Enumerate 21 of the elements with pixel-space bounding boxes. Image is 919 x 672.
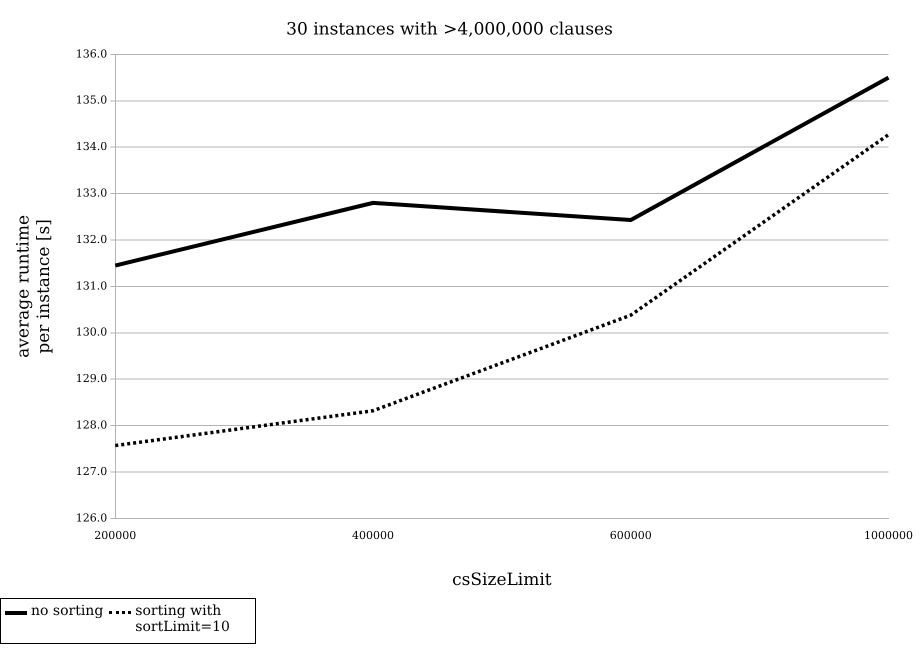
x-tick-label: 600000	[610, 528, 652, 542]
legend-label: sorting with sortLimit=10	[135, 603, 231, 635]
y-tick-label: 136.0	[76, 47, 108, 60]
x-tick-label: 200000	[94, 528, 136, 542]
x-axis-title: csSizeLimit	[452, 570, 552, 590]
line-series	[114, 132, 890, 448]
y-axis-title: average runtime per instance [s]	[14, 214, 54, 358]
y-tick-label: 133.0	[76, 186, 108, 200]
x-tick-label: 400000	[352, 528, 394, 542]
y-tick-label: 130.0	[76, 326, 108, 339]
y-tick-label: 127.0	[76, 464, 108, 478]
y-tick-label: 126.0	[76, 511, 108, 524]
x-tick-label: 1000000	[864, 528, 914, 542]
y-tick-label: 134.0	[76, 140, 108, 154]
legend-label: no sorting	[31, 603, 104, 619]
y-tick-label: 131.0	[76, 279, 108, 292]
chart-title: 30 instances with >4,000,000 clauses	[286, 20, 613, 40]
y-tick-label: 135.0	[76, 94, 108, 107]
y-tick-label: 129.0	[76, 372, 108, 386]
y-tick-label: 128.0	[76, 418, 108, 432]
y-tick-label: 132.0	[76, 232, 108, 246]
